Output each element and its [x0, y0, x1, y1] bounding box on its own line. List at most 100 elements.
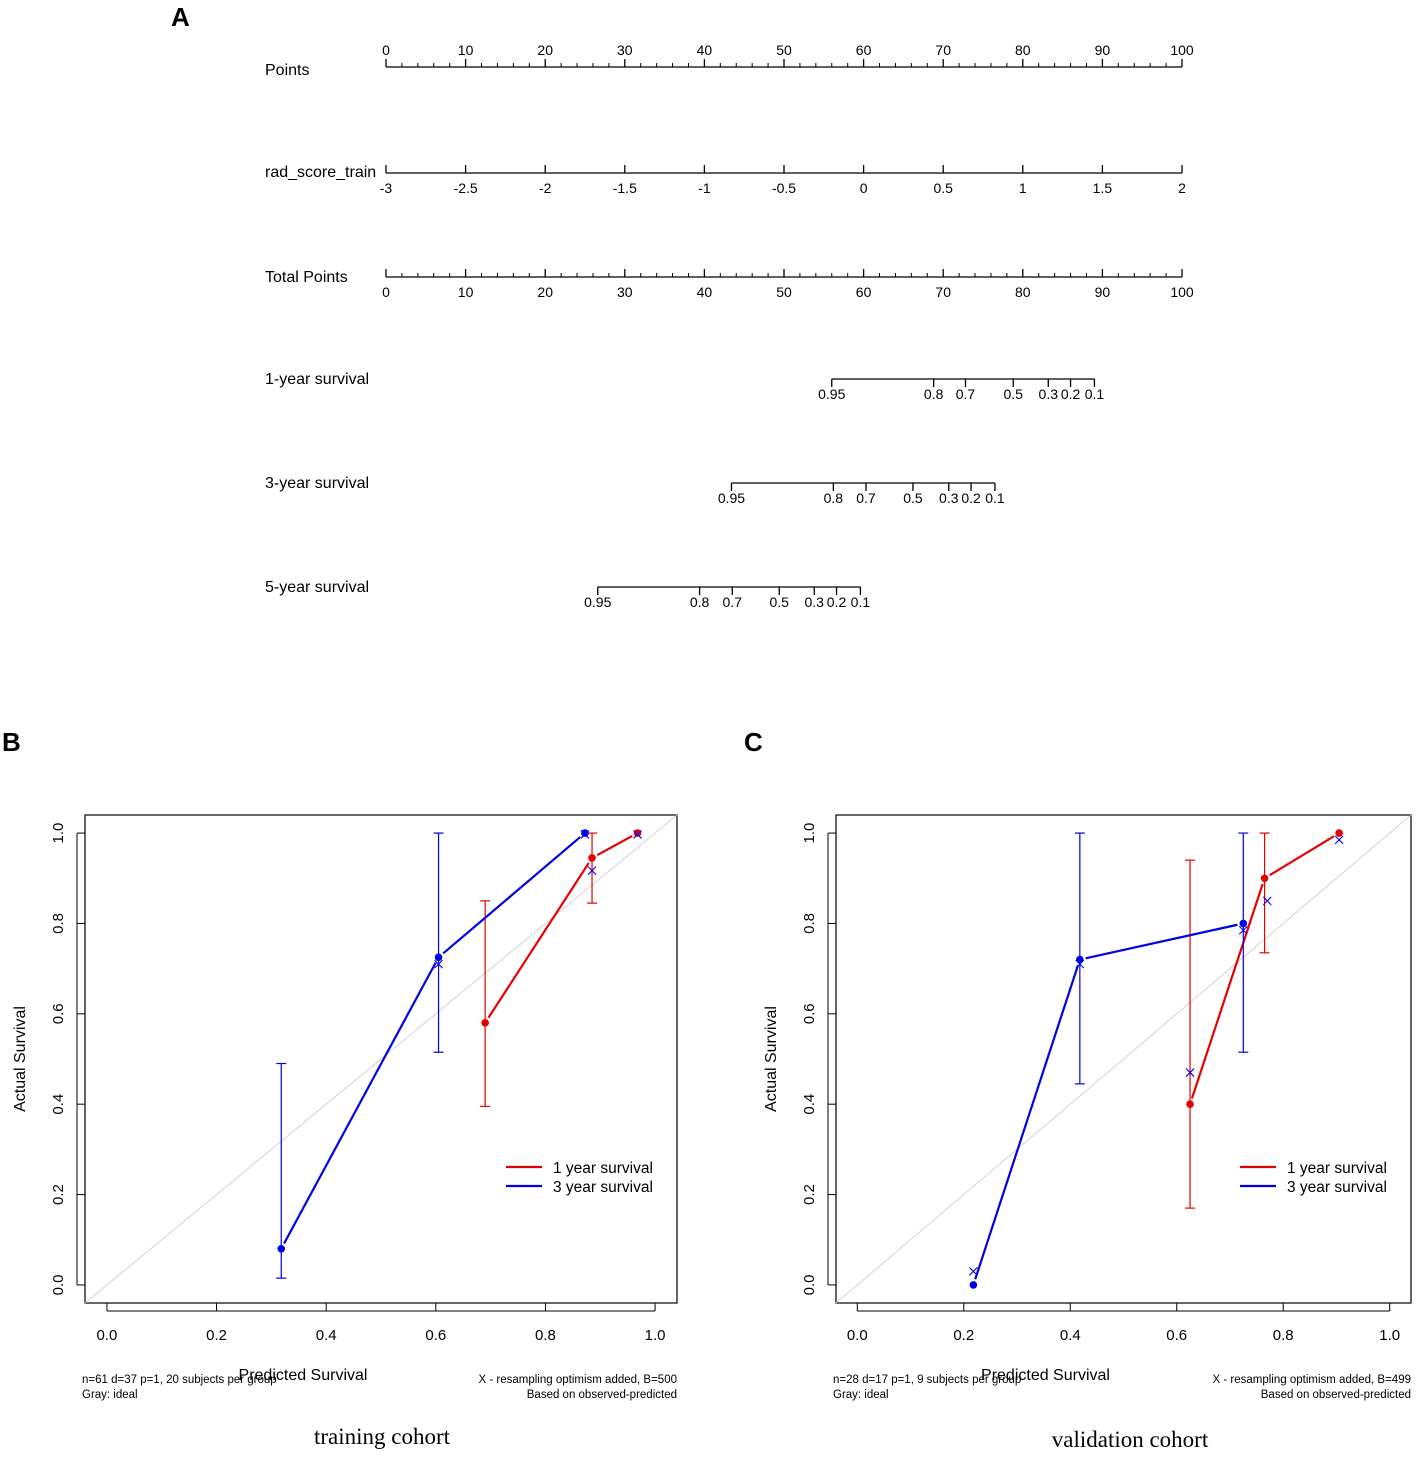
- series-line-segment: [487, 862, 590, 1019]
- nomogram-tick-label: 0.3: [1039, 386, 1059, 402]
- nomogram-tick-label: 0.2: [827, 594, 847, 610]
- y-axis-tick-label: 0.0: [50, 1274, 67, 1295]
- nomogram-tick-label: 0: [860, 180, 868, 196]
- nomogram-tick-label: 60: [856, 42, 872, 58]
- bias-corrected-marker: [587, 866, 597, 875]
- data-point: [588, 854, 596, 862]
- ideal-line: [84, 814, 678, 1304]
- nomogram-tick-label: 40: [697, 42, 713, 58]
- nomogram-tick-label: 0.5: [903, 490, 923, 506]
- nomogram-tick-label: 0.7: [856, 490, 876, 506]
- data-point: [969, 1281, 978, 1289]
- nomogram-row-3-year-survival: 3-year survival 0.95 0.8 0.7 0.5 0.3 0.2 0.1: [265, 475, 1005, 506]
- bias-corrected-marker: [434, 959, 443, 969]
- series-line-segment: [283, 962, 437, 1245]
- nomogram-tick-label: 0.5: [769, 594, 789, 610]
- bias-corrected-marker: [580, 830, 590, 839]
- y-axis-tick-label: 0.8: [801, 913, 818, 934]
- series-3-year-survival: [968, 832, 1249, 1289]
- legend-label: 3 year survival: [553, 1179, 653, 1196]
- x-axis-label: Predicted Survival: [239, 1367, 368, 1384]
- nomogram-row-1-year-survival: 1-year survival 0.95 0.8 0.7 0.5 0.3 0.2 0.1: [265, 371, 1104, 402]
- y-axis-tick-label: 0.2: [801, 1184, 818, 1205]
- caption-training-cohort: training cohort: [313, 1424, 451, 1449]
- nomogram-tick-label: -3: [380, 180, 393, 196]
- nomogram-row-label: Total Points: [265, 269, 348, 286]
- x-axis-tick-label: 1.0: [645, 1327, 666, 1344]
- nomogram-tick-label: 50: [776, 42, 792, 58]
- bias-corrected-marker: [1262, 896, 1272, 906]
- panel-label-b: B: [2, 727, 21, 757]
- legend: 1 year survival 3 year survival: [506, 1160, 653, 1196]
- plot-frame: [84, 814, 678, 1304]
- y-axis-label: Actual Survival: [763, 1006, 780, 1112]
- data-point: [1076, 955, 1084, 964]
- nomogram-tick-label: 0.1: [851, 594, 871, 610]
- nomogram-tick-label: 0.95: [818, 386, 845, 402]
- nomogram-row-5-year-survival: 5-year survival 0.95 0.8 0.7 0.5 0.3 0.2 0.1: [265, 579, 870, 610]
- nomogram-tick-label: 0.1: [985, 490, 1005, 506]
- nomogram-tick-label: 0.2: [961, 490, 981, 506]
- nomogram-row-label: 3-year survival: [265, 475, 369, 492]
- data-point: [1239, 919, 1248, 928]
- bias-corrected-marker: [633, 830, 642, 839]
- footnote-left: n=28 d=17 p=1, 9 subjects per group: [833, 1374, 1021, 1386]
- nomogram-tick-label: 50: [776, 284, 792, 300]
- nomogram-tick-label: -1.5: [613, 180, 637, 196]
- x-axis-tick-label: 0.6: [425, 1327, 446, 1344]
- bias-corrected-marker: [1185, 1068, 1195, 1077]
- data-point: [581, 829, 589, 837]
- nomogram-tick-label: 70: [935, 42, 951, 58]
- series-line-segment: [596, 834, 633, 857]
- y-axis-tick-label: 0.4: [801, 1094, 818, 1115]
- nomogram-tick-label: -0.5: [772, 180, 796, 196]
- x-axis-tick-label: 0.4: [1060, 1327, 1081, 1344]
- series-1-year-survival: [480, 829, 642, 1108]
- nomogram-tick-label: -1: [698, 180, 711, 196]
- y-axis-tick-label: 1.0: [50, 823, 67, 844]
- data-point: [1335, 829, 1343, 837]
- nomogram-row-points: Points 0 10 20 30 40 50 60 70 80 90 100: [265, 42, 1194, 79]
- nomogram-tick-label: 0.8: [824, 490, 844, 506]
- nomogram-tick-label: -2.5: [454, 180, 478, 196]
- nomogram-tick-label: 60: [856, 284, 872, 300]
- x-axis-tick-label: 0.8: [1273, 1327, 1294, 1344]
- nomogram-tick-label: 1.5: [1093, 180, 1113, 196]
- series-1-year-survival: [1185, 829, 1344, 1209]
- nomogram-tick-label: 90: [1095, 42, 1111, 58]
- nomogram-row-total-points: Total Points 0 10 20 30 40 50 60 70 80 90 100: [265, 269, 1194, 300]
- x-axis-tick-label: 1.0: [1379, 1327, 1400, 1344]
- panel-label-c: C: [744, 727, 763, 757]
- footnote-left: Gray: ideal: [82, 1389, 138, 1401]
- x-axis-tick-label: 0.0: [847, 1327, 868, 1344]
- nomogram-tick-label: 2: [1178, 180, 1186, 196]
- x-axis-tick-label: 0.4: [316, 1327, 337, 1344]
- nomogram-tick-label: 0.5: [1004, 386, 1024, 402]
- nomogram-tick-label: 0.7: [723, 594, 743, 610]
- y-axis-tick-label: 0.2: [50, 1184, 67, 1205]
- bias-corrected-marker: [1075, 959, 1085, 969]
- nomogram-tick-label: 20: [537, 42, 553, 58]
- y-axis-label: Actual Survival: [12, 1006, 29, 1112]
- data-point: [434, 953, 443, 962]
- y-axis-tick-label: 0.4: [50, 1094, 67, 1115]
- data-point: [1186, 1100, 1194, 1108]
- nomogram-row-label: Points: [265, 62, 309, 79]
- series-line-segment: [1269, 835, 1335, 877]
- nomogram-tick-label: 0.5: [933, 180, 953, 196]
- x-axis-tick-label: 0.8: [535, 1327, 556, 1344]
- series-line-segment: [974, 964, 1080, 1280]
- footnote-left: n=61 d=37 p=1, 20 subjects per group: [82, 1374, 277, 1386]
- nomogram-tick-label: -2: [539, 180, 552, 196]
- nomogram-row-label: rad_score_train: [265, 164, 376, 181]
- nomogram-row-rad-score-train: rad_score_train-3 -2.5 -2 -1.5 -1 -0.5 0 0.5 1 1.…: [265, 164, 1186, 196]
- nomogram-tick-label: 30: [617, 42, 633, 58]
- nomogram-tick-label: 10: [458, 42, 474, 58]
- series-3-year-survival: [276, 829, 590, 1279]
- y-axis-tick-label: 0.6: [801, 1003, 818, 1024]
- nomogram-tick-label: 0.3: [805, 594, 825, 610]
- nomogram-tick-label: 40: [697, 284, 713, 300]
- footnote-right: Based on observed-predicted: [527, 1389, 677, 1401]
- nomogram-tick-label: 0.7: [956, 386, 976, 402]
